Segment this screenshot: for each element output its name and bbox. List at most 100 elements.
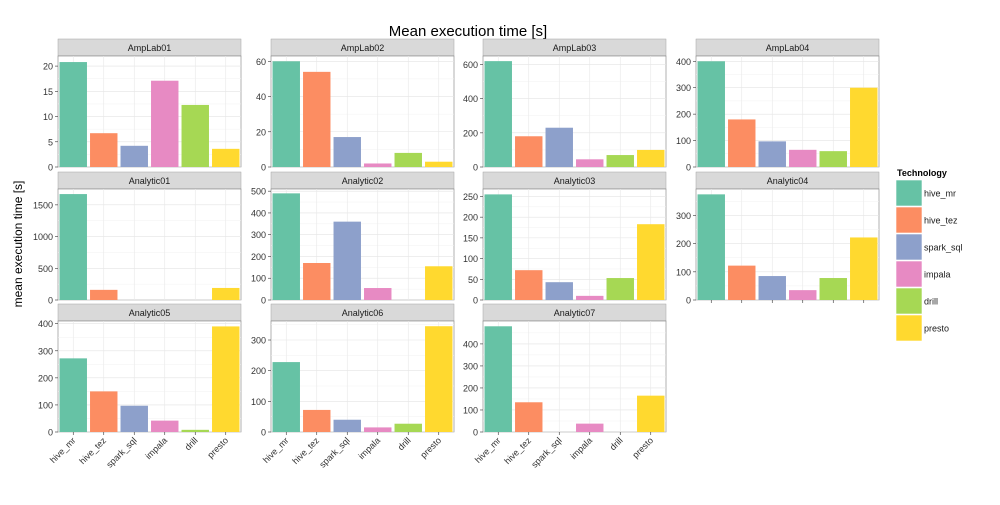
- y-tick-label: 100: [463, 405, 478, 415]
- bar-amplab01-presto: [212, 148, 240, 167]
- bar-analytic01-hive_mr: [59, 194, 87, 300]
- y-tick-label: 100: [251, 397, 266, 407]
- bar-analytic03-hive_mr: [484, 194, 512, 300]
- bar-amplab04-hive_mr: [697, 61, 725, 167]
- bar-amplab03-drill: [606, 155, 634, 167]
- bar-analytic04-drill: [819, 278, 847, 300]
- x-tick-label: hive_mr: [473, 435, 503, 465]
- bar-analytic04-impala: [789, 290, 817, 300]
- bar-analytic03-drill: [606, 278, 634, 300]
- x-tick-label: impala: [568, 435, 594, 461]
- x-tick-label: impala: [143, 435, 169, 461]
- panel-amplab03: AmpLab03 0 200 400 600: [463, 38, 667, 173]
- bar-analytic01-hive_tez: [90, 289, 118, 300]
- facet-label: Analytic05: [129, 308, 171, 318]
- chart-title: Mean execution time [s]: [389, 23, 547, 40]
- plot-panel: [270, 55, 455, 168]
- y-tick-label: 5: [48, 137, 53, 147]
- bar-amplab01-impala: [151, 80, 179, 167]
- y-tick-label: 200: [463, 213, 478, 223]
- plot-panel: [270, 320, 455, 433]
- legend-label-presto: presto: [924, 324, 949, 334]
- bar-amplab02-impala: [364, 163, 392, 167]
- bar-amplab04-drill: [819, 151, 847, 167]
- bar-analytic04-hive_tez: [728, 265, 756, 300]
- panel-analytic04: Analytic04 0 100 200 300: [676, 171, 880, 306]
- bar-analytic06-presto: [425, 326, 453, 432]
- y-tick-label: 300: [38, 346, 53, 356]
- x-tick-label: hive_tez: [290, 435, 321, 466]
- y-tick-label: 100: [251, 274, 266, 284]
- y-tick-label: 400: [38, 319, 53, 329]
- y-tick-label: 250: [463, 192, 478, 202]
- y-tick-label: 0: [48, 428, 53, 438]
- legend-swatch-impala: [895, 260, 923, 288]
- bar-amplab03-hive_mr: [484, 61, 512, 167]
- bar-analytic06-spark_sql: [333, 419, 361, 432]
- bar-analytic06-drill: [394, 423, 422, 432]
- bar-analytic03-impala: [576, 295, 604, 300]
- y-axis-title: mean execution time [s]: [11, 181, 25, 308]
- facet-label: AmpLab02: [341, 43, 385, 53]
- y-tick-label: 400: [676, 57, 691, 67]
- y-tick-label: 100: [676, 267, 691, 277]
- y-tick-label: 0: [686, 163, 691, 173]
- plot-panel: [270, 188, 455, 301]
- y-tick-label: 500: [251, 187, 266, 197]
- y-tick-label: 200: [463, 383, 478, 393]
- bar-amplab03-spark_sql: [545, 127, 573, 167]
- legend-label-drill: drill: [924, 297, 938, 307]
- legend-label-impala: impala: [924, 270, 951, 280]
- bar-analytic02-hive_tez: [303, 263, 331, 300]
- bar-amplab01-hive_mr: [59, 62, 87, 167]
- bar-analytic06-impala: [364, 427, 392, 432]
- facet-label: AmpLab04: [766, 43, 810, 53]
- panel-analytic03: Analytic03 0 50 100 150 200 250: [463, 171, 667, 306]
- facet-label: Analytic02: [342, 176, 384, 186]
- bar-analytic07-presto: [637, 395, 665, 432]
- panel-analytic05: Analytic05 0 100 200 300 400 hive_mr hive_tezsp…: [38, 303, 242, 470]
- y-tick-label: 200: [463, 128, 478, 138]
- y-tick-label: 0: [261, 428, 266, 438]
- y-tick-label: 300: [251, 230, 266, 240]
- plot-panel: [57, 55, 242, 168]
- legend-swatch-drill: [895, 287, 923, 315]
- x-tick-label: spark_sql: [317, 435, 351, 469]
- bar-analytic04-hive_mr: [697, 194, 725, 300]
- legend: Technology hive_mr hive_tez spark_sqlimpal…: [895, 168, 963, 342]
- y-tick-label: 200: [38, 373, 53, 383]
- x-tick-label: presto: [418, 435, 443, 460]
- legend-swatch-presto: [895, 314, 923, 342]
- bar-amplab04-impala: [789, 149, 817, 167]
- y-tick-label: 20: [43, 62, 53, 72]
- bar-amplab02-drill: [394, 152, 422, 167]
- panel-analytic01: Analytic01 0 500 1000 1500: [33, 171, 242, 306]
- panel-amplab01: AmpLab01 0 5 10 15 20: [43, 38, 242, 173]
- bar-analytic05-impala: [151, 420, 179, 432]
- bar-amplab04-presto: [850, 87, 878, 167]
- facet-panels: AmpLab01 0 5 10 15 20 AmpLab02 0 20 40 60 AmpLab03 0…: [33, 38, 880, 470]
- y-tick-label: 40: [256, 92, 266, 102]
- x-tick-label: presto: [205, 435, 230, 460]
- facet-label: Analytic07: [554, 308, 596, 318]
- x-tick-label: spark_sql: [104, 435, 138, 469]
- y-tick-label: 0: [48, 296, 53, 306]
- bar-amplab01-spark_sql: [120, 145, 148, 167]
- panel-analytic02: Analytic02 0 100 200 300 400 500: [251, 171, 455, 306]
- facet-label: AmpLab01: [128, 43, 172, 53]
- bar-amplab01-drill: [181, 104, 209, 167]
- panel-amplab04: AmpLab04 0 100 200 300 400: [676, 38, 880, 173]
- plot-panel: [482, 55, 667, 168]
- bar-amplab04-spark_sql: [758, 141, 786, 167]
- facet-label: Analytic06: [342, 308, 384, 318]
- bar-amplab01-hive_tez: [90, 133, 118, 167]
- legend-label-hive_mr: hive_mr: [924, 189, 956, 199]
- bar-analytic02-spark_sql: [333, 221, 361, 300]
- panel-amplab02: AmpLab02 0 20 40 60: [256, 38, 455, 173]
- bar-analytic05-drill: [181, 429, 209, 432]
- y-tick-label: 20: [256, 127, 266, 137]
- y-tick-label: 100: [463, 254, 478, 264]
- y-tick-label: 200: [251, 366, 266, 376]
